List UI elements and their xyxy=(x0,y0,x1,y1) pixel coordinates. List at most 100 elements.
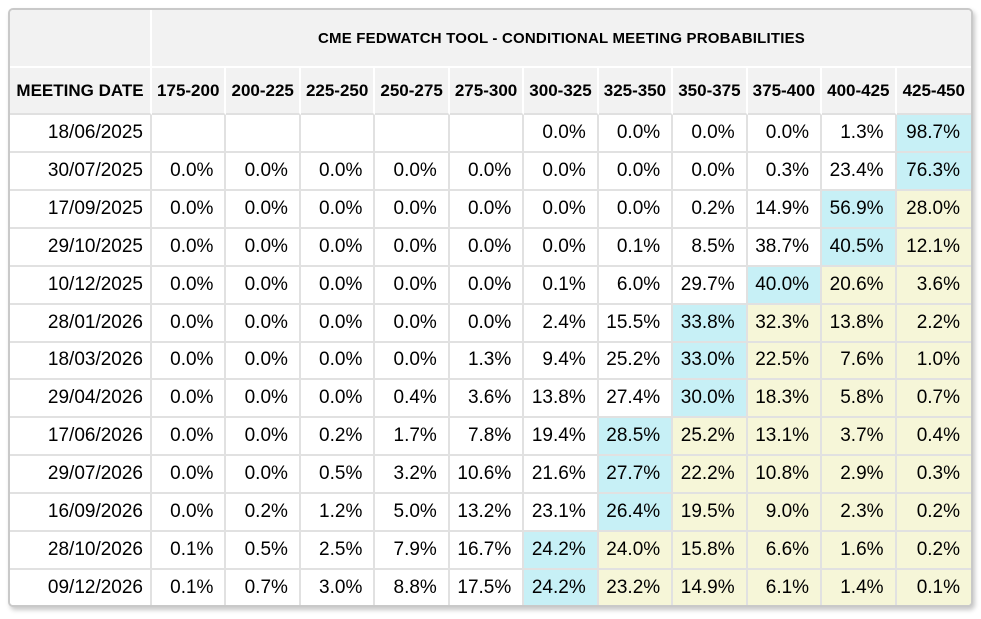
prob-cell: 0.1% xyxy=(152,532,227,571)
prob-cell: 0.0% xyxy=(152,494,227,533)
table-row: 29/04/2026 0.0% 0.0% 0.0% 0.4% 3.6% 13.8% 27.4%… xyxy=(10,380,971,419)
prob-cell: 0.0% xyxy=(673,115,748,153)
prob-cell: 0.0% xyxy=(226,456,301,495)
prob-cell: 40.5% xyxy=(822,228,897,267)
meeting-date-cell: 29/07/2026 xyxy=(10,456,152,495)
prob-cell: 8.5% xyxy=(673,228,748,267)
prob-cell: 1.7% xyxy=(375,418,450,457)
prob-cell: 27.4% xyxy=(598,380,674,419)
prob-cell: 17.5% xyxy=(449,570,525,605)
prob-cell: 0.3% xyxy=(896,456,971,495)
prob-cell: 3.7% xyxy=(822,418,897,457)
prob-cell: 3.2% xyxy=(375,456,450,495)
prob-cell: 0.2% xyxy=(673,190,748,229)
rate-range-header: 325-350 xyxy=(598,68,674,115)
prob-cell: 0.0% xyxy=(300,152,376,191)
prob-cell: 0.0% xyxy=(300,190,376,229)
prob-cell: 13.1% xyxy=(747,418,823,457)
prob-cell: 0.0% xyxy=(300,342,376,381)
prob-cell: 0.0% xyxy=(226,304,301,343)
prob-cell: 98.7% xyxy=(896,115,971,153)
prob-cell: 22.2% xyxy=(673,456,748,495)
prob-cell: 18.3% xyxy=(747,380,823,419)
prob-cell: 0.0% xyxy=(226,266,301,305)
prob-cell: 76.3% xyxy=(896,152,971,191)
prob-cell: 0.0% xyxy=(152,266,227,305)
prob-cell: 21.6% xyxy=(524,456,599,495)
prob-cell: 0.0% xyxy=(747,115,823,153)
prob-cell: 24.2% xyxy=(524,532,599,571)
prob-cell: 0.0% xyxy=(300,228,376,267)
prob-cell: 2.3% xyxy=(822,494,897,533)
prob-cell: 13.8% xyxy=(822,304,897,343)
prob-cell: 29.7% xyxy=(673,266,748,305)
prob-cell: 5.0% xyxy=(375,494,450,533)
prob-cell: 13.2% xyxy=(449,494,525,533)
prob-cell: 0.0% xyxy=(375,152,450,191)
prob-cell: 0.0% xyxy=(598,190,674,229)
prob-cell xyxy=(449,115,525,153)
prob-cell: 22.5% xyxy=(747,342,823,381)
fedwatch-table-container: CME FEDWATCH TOOL - CONDITIONAL MEETING … xyxy=(8,8,973,607)
prob-cell: 0.0% xyxy=(524,228,599,267)
prob-cell: 0.0% xyxy=(226,418,301,457)
prob-cell: 12.1% xyxy=(896,228,971,267)
rate-range-header: 300-325 xyxy=(524,68,599,115)
prob-cell xyxy=(375,115,450,153)
prob-cell: 0.0% xyxy=(300,304,376,343)
meeting-date-cell: 16/09/2026 xyxy=(10,494,152,533)
prob-cell: 20.6% xyxy=(822,266,897,305)
prob-cell: 0.0% xyxy=(152,418,227,457)
meeting-date-cell: 18/06/2025 xyxy=(10,115,152,153)
meeting-date-cell: 18/03/2026 xyxy=(10,342,152,381)
rate-range-header: 275-300 xyxy=(449,68,525,115)
prob-cell: 6.6% xyxy=(747,532,823,571)
prob-cell: 16.7% xyxy=(449,532,525,571)
prob-cell: 19.5% xyxy=(673,494,748,533)
prob-cell: 5.8% xyxy=(822,380,897,419)
table-body: 18/06/2025 0.0% 0.0% 0.0% 0.0% 1.3% 98.7% 30/07… xyxy=(10,115,971,605)
prob-cell: 0.0% xyxy=(449,304,525,343)
prob-cell: 0.7% xyxy=(226,570,301,605)
meeting-date-cell: 30/07/2025 xyxy=(10,152,152,191)
prob-cell: 38.7% xyxy=(747,228,823,267)
prob-cell: 0.0% xyxy=(375,190,450,229)
prob-cell: 9.0% xyxy=(747,494,823,533)
prob-cell: 0.0% xyxy=(152,342,227,381)
prob-cell: 0.0% xyxy=(598,115,674,153)
prob-cell: 9.4% xyxy=(524,342,599,381)
prob-cell: 28.5% xyxy=(598,418,674,457)
table-row: 18/03/2026 0.0% 0.0% 0.0% 0.0% 1.3% 9.4% 25.2% 3… xyxy=(10,342,971,381)
prob-cell: 7.9% xyxy=(375,532,450,571)
prob-cell: 0.0% xyxy=(226,342,301,381)
prob-cell: 23.2% xyxy=(598,570,674,605)
table-row: 10/12/2025 0.0% 0.0% 0.0% 0.0% 0.0% 0.1% 6.0% 29… xyxy=(10,266,971,305)
prob-cell: 1.0% xyxy=(896,342,971,381)
prob-cell: 6.1% xyxy=(747,570,823,605)
table-row: 29/10/2025 0.0% 0.0% 0.0% 0.0% 0.0% 0.0% 0.1% 8.… xyxy=(10,228,971,267)
prob-cell: 0.2% xyxy=(300,418,376,457)
prob-cell: 0.0% xyxy=(673,152,748,191)
prob-cell: 0.0% xyxy=(449,152,525,191)
prob-cell: 27.7% xyxy=(598,456,674,495)
prob-cell: 0.0% xyxy=(449,228,525,267)
prob-cell: 25.2% xyxy=(673,418,748,457)
prob-cell: 0.3% xyxy=(747,152,823,191)
prob-cell: 24.2% xyxy=(524,570,599,605)
prob-cell: 32.3% xyxy=(747,304,823,343)
prob-cell: 8.8% xyxy=(375,570,450,605)
prob-cell: 6.0% xyxy=(598,266,674,305)
title-row: CME FEDWATCH TOOL - CONDITIONAL MEETING … xyxy=(10,10,971,68)
prob-cell: 0.0% xyxy=(152,228,227,267)
meeting-date-cell: 28/10/2026 xyxy=(10,532,152,571)
prob-cell: 0.0% xyxy=(226,190,301,229)
prob-cell: 0.0% xyxy=(598,152,674,191)
prob-cell: 0.1% xyxy=(152,570,227,605)
meeting-date-cell: 29/10/2025 xyxy=(10,228,152,267)
prob-cell: 0.0% xyxy=(300,266,376,305)
meeting-date-cell: 29/04/2026 xyxy=(10,380,152,419)
table-row: 09/12/2026 0.1% 0.7% 3.0% 8.8% 17.5% 24.2% 23.2… xyxy=(10,570,971,605)
prob-cell: 0.0% xyxy=(449,266,525,305)
prob-cell: 1.2% xyxy=(300,494,376,533)
